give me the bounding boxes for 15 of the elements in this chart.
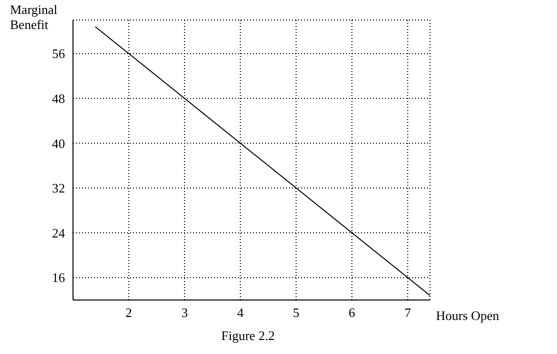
x-tick-label: 6 xyxy=(348,305,356,320)
x-tick-label: 2 xyxy=(126,305,132,320)
y-tick-label: 32 xyxy=(52,180,65,196)
caption: Figure 2.2 xyxy=(220,328,276,344)
x-tick-label: 4 xyxy=(237,305,244,320)
y-tick-label: 56 xyxy=(52,46,66,62)
y-tick-label: 16 xyxy=(52,270,66,286)
y-tick-label: 40 xyxy=(52,136,65,151)
y-tick-label: 48 xyxy=(52,91,65,106)
x-tick-label: 7 xyxy=(404,305,412,320)
y-axis-title: Marginal Benefit xyxy=(10,2,58,32)
x-tick-label: 5 xyxy=(292,305,300,320)
x-axis-title: Hours Open xyxy=(436,308,500,324)
x-tick-label: 3 xyxy=(181,305,188,320)
y-tick-label: 24 xyxy=(52,225,66,240)
